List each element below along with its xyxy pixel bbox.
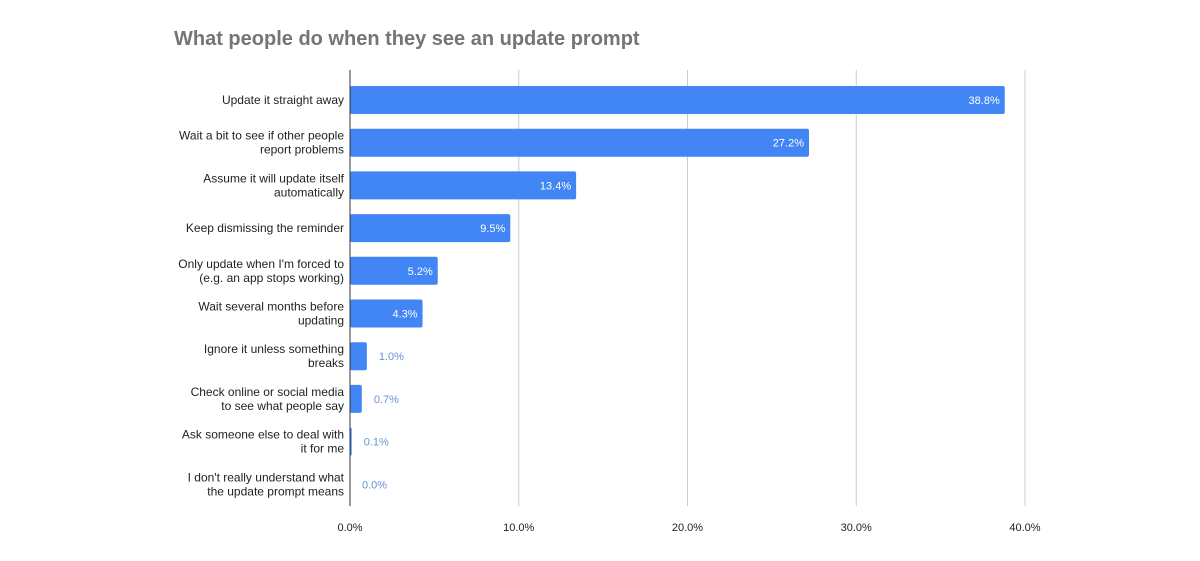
- data-label: 0.7%: [374, 394, 399, 406]
- bar: [350, 86, 1005, 114]
- x-tick-label: 10.0%: [503, 522, 534, 534]
- category-label: Ask someone else to deal with: [182, 428, 344, 442]
- bar: [350, 342, 367, 371]
- category-label: Only update when I'm forced to: [178, 257, 344, 271]
- x-tick-label: 40.0%: [1009, 522, 1040, 534]
- category-label: Ignore it unless something: [204, 342, 344, 356]
- category-label: Assume it will update itself: [203, 171, 344, 185]
- category-label: breaks: [308, 356, 344, 370]
- bar: [350, 128, 809, 157]
- category-label: to see what people say: [221, 399, 344, 413]
- bar: [350, 171, 577, 200]
- x-tick-label: 20.0%: [672, 522, 703, 534]
- bar: [350, 214, 511, 243]
- category-label: Check online or social media: [191, 385, 345, 399]
- category-label: (e.g. an app stops working): [199, 271, 344, 285]
- bar: [350, 256, 438, 285]
- data-label: 27.2%: [773, 138, 804, 150]
- category-label: automatically: [274, 185, 344, 199]
- category-label: updating: [298, 314, 344, 328]
- data-label: 38.8%: [969, 95, 1000, 107]
- data-label: 1.0%: [379, 351, 404, 363]
- category-label: Keep dismissing the reminder: [186, 221, 344, 235]
- data-label: 4.3%: [392, 309, 417, 321]
- data-label: 13.4%: [540, 180, 571, 192]
- category-label: the update prompt means: [207, 484, 344, 498]
- bar: [350, 384, 362, 413]
- data-label: 5.2%: [408, 266, 433, 278]
- data-label: 0.0%: [362, 479, 387, 491]
- category-label: report problems: [260, 143, 344, 157]
- chart-title: What people do when they see an update p…: [174, 28, 640, 50]
- data-label: 9.5%: [480, 223, 505, 235]
- category-label: Wait a bit to see if other people: [179, 129, 344, 143]
- data-label: 0.1%: [364, 437, 389, 449]
- category-label: Wait several months before: [198, 300, 344, 314]
- category-label: I don't really understand what: [188, 470, 345, 484]
- category-label: it for me: [301, 442, 345, 456]
- category-label: Update it straight away: [222, 93, 344, 107]
- x-tick-label: 30.0%: [841, 522, 872, 534]
- x-tick-label: 0.0%: [337, 522, 362, 534]
- bar: [350, 299, 423, 328]
